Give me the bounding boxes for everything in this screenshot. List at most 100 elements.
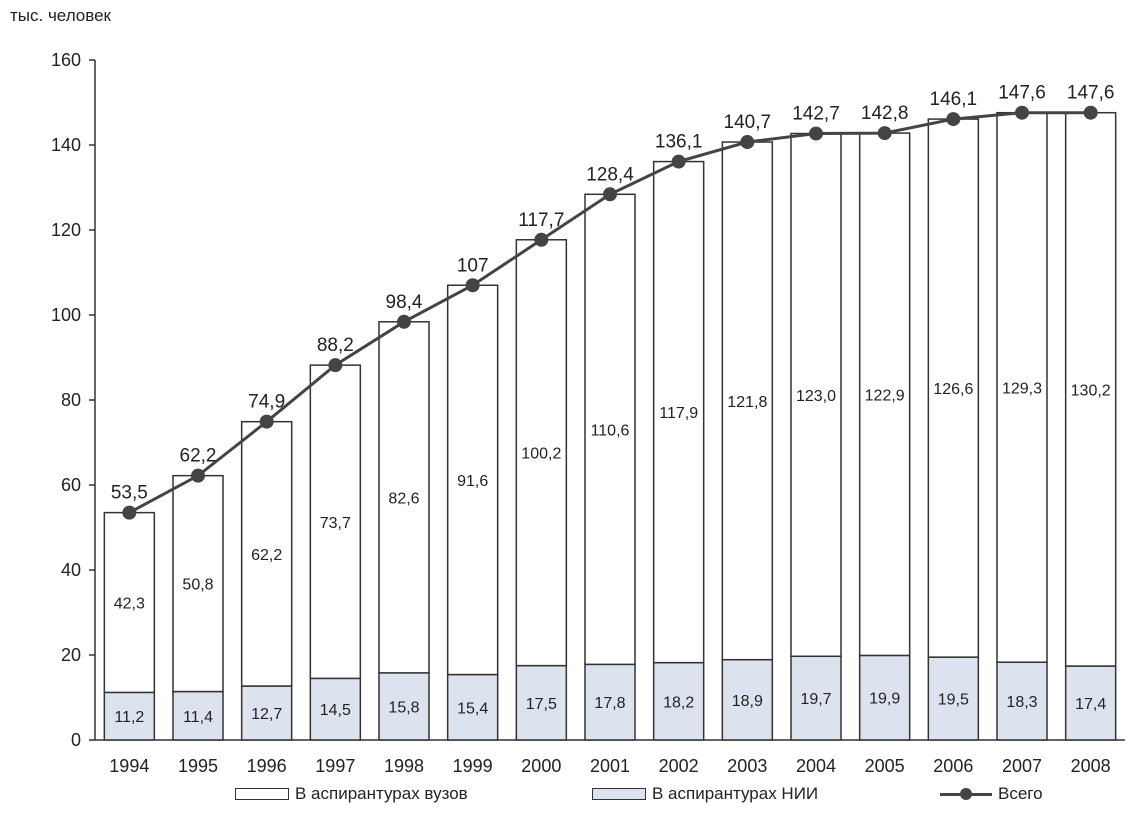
total-point	[809, 126, 823, 141]
bar-label-nii: 18,3	[1006, 694, 1037, 711]
bar-vuz	[103, 511, 156, 694]
bar-vuz	[790, 132, 842, 658]
x-tick-label: 1998	[384, 756, 424, 776]
bar-label-nii: 17,8	[594, 695, 625, 712]
total-point	[877, 126, 892, 141]
total-point	[122, 505, 137, 520]
unit-label: тыс. человек	[10, 6, 111, 25]
x-tick-label: 2006	[933, 756, 973, 776]
total-label: 140,7	[724, 112, 772, 133]
bar-label-vuz: 117,9	[659, 405, 698, 422]
total-point	[671, 154, 686, 169]
x-tick-label: 2005	[865, 756, 905, 776]
bar-vuz	[652, 160, 705, 664]
bar-label-nii: 19,9	[869, 691, 900, 708]
bar-label-vuz: 126,6	[933, 381, 973, 398]
bar-label-vuz: 50,8	[182, 577, 213, 594]
total-label: 142,8	[861, 103, 909, 124]
bar-label-nii: 15,4	[457, 700, 488, 717]
total-point	[740, 135, 755, 150]
total-point	[328, 358, 343, 373]
total-label: 98,4	[386, 292, 423, 313]
x-tick-label: 2001	[590, 756, 630, 776]
total-point	[397, 314, 411, 329]
bar-label-vuz: 82,6	[388, 490, 419, 507]
x-tick-label: 2004	[796, 756, 836, 776]
legend-line-total	[940, 788, 992, 800]
total-point	[946, 112, 961, 127]
y-tick-label: 0	[71, 730, 81, 750]
total-label: 53,5	[111, 483, 148, 504]
bar-label-vuz: 122,9	[865, 387, 905, 404]
total-label: 147,6	[1067, 83, 1115, 104]
bar-nii	[240, 685, 293, 741]
y-tick-label: 100	[51, 305, 81, 325]
bar-label-vuz: 91,6	[457, 473, 488, 490]
total-point	[259, 414, 274, 429]
bar-vuz	[515, 239, 568, 667]
bar-vuz	[721, 141, 774, 661]
total-label: 147,6	[998, 83, 1046, 104]
bar-label-vuz: 110,6	[591, 422, 630, 439]
total-label: 88,2	[317, 335, 354, 356]
legend-item-nii: В аспирантурах НИИ	[592, 784, 818, 804]
legend-item-vuz: В аспирантурах вузов	[235, 784, 468, 804]
bar-label-nii: 12,7	[251, 706, 282, 723]
x-tick-label: 1996	[247, 756, 287, 776]
bar-label-nii: 18,2	[663, 694, 694, 711]
bar-label-nii: 19,5	[938, 692, 969, 709]
legend-label-vuz: В аспирантурах вузов	[295, 784, 468, 803]
x-tick-label: 2007	[1002, 756, 1042, 776]
total-label: 136,1	[655, 132, 703, 153]
y-tick-label: 160	[51, 50, 81, 70]
bar-label-vuz: 42,3	[114, 596, 145, 613]
bar-vuz	[927, 118, 980, 658]
bar-nii	[515, 664, 568, 741]
bar-label-nii: 17,4	[1075, 696, 1106, 713]
x-tick-label: 2000	[521, 756, 561, 776]
x-tick-label: 1999	[453, 756, 493, 776]
legend-label-total: Всего	[998, 784, 1043, 803]
bar-label-nii: 15,8	[388, 699, 419, 716]
total-point	[603, 187, 617, 202]
total-label: 142,7	[792, 104, 840, 125]
bar-vuz	[172, 474, 224, 693]
bar-label-vuz: 100,2	[521, 446, 561, 463]
total-point	[191, 468, 205, 483]
bar-vuz	[240, 420, 293, 687]
bar-label-nii: 19,7	[800, 691, 831, 708]
total-point	[534, 232, 549, 247]
bar-nii	[584, 663, 636, 741]
bar-nii	[721, 658, 774, 741]
bar-label-nii: 17,5	[526, 696, 557, 713]
bar-label-vuz: 130,2	[1071, 382, 1111, 399]
bar-label-nii: 18,9	[732, 693, 763, 710]
bar-label-nii: 14,5	[320, 702, 351, 719]
bar-vuz	[858, 132, 911, 657]
bar-vuz	[584, 193, 636, 666]
bar-nii	[927, 656, 980, 741]
legend-swatch-nii	[592, 788, 646, 800]
y-tick-label: 40	[61, 560, 81, 580]
bar-label-vuz: 121,8	[727, 394, 767, 411]
total-label: 107	[457, 255, 489, 276]
y-tick-label: 140	[51, 135, 81, 155]
x-tick-label: 2002	[659, 756, 699, 776]
bar-label-vuz: 62,2	[251, 547, 282, 564]
bar-nii	[446, 673, 499, 741]
total-label: 62,2	[180, 446, 217, 467]
bar-nii	[309, 677, 362, 741]
bar-nii	[652, 661, 705, 741]
total-point	[1015, 105, 1029, 120]
legend-label-nii: В аспирантурах НИИ	[652, 784, 819, 803]
x-tick-label: 2003	[727, 756, 767, 776]
bar-label-vuz: 123,0	[796, 388, 836, 405]
legend-swatch-vuz	[235, 788, 289, 800]
x-tick-label: 1995	[178, 756, 218, 776]
bar-label-nii: 11,2	[114, 709, 144, 726]
total-point	[465, 278, 480, 293]
total-label: 128,4	[586, 164, 634, 185]
total-label: 74,9	[248, 392, 285, 413]
y-tick-label: 80	[61, 390, 81, 410]
